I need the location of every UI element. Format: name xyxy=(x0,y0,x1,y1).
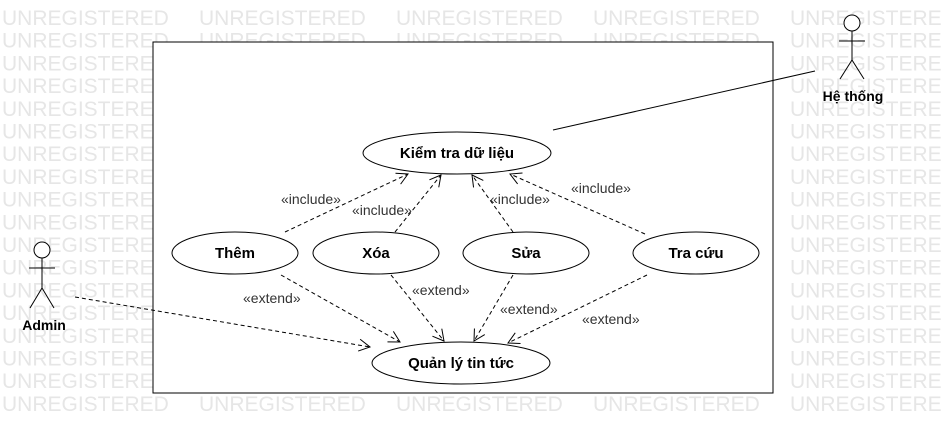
edge-include-search[interactable] xyxy=(509,172,646,235)
watermark-text: UNREGISTERED xyxy=(790,52,943,75)
watermark-text: UNREGISTERED xyxy=(2,52,169,75)
watermark-text: UNREGISTERED xyxy=(790,325,943,348)
watermark-text: UNREGISTERED xyxy=(2,370,169,393)
watermark-text: UNREGISTERED xyxy=(2,234,169,257)
watermark-text: UNREGISTERED xyxy=(2,393,169,416)
actor-label: Hệ thống xyxy=(823,88,884,104)
edge-extend-add[interactable] xyxy=(280,274,401,343)
watermark-text: UNREGISTERED xyxy=(593,7,760,30)
use-case-label: Thêm xyxy=(215,245,255,262)
watermark-text: UNREGISTERED xyxy=(396,7,563,30)
edge-extend-edit[interactable] xyxy=(473,274,514,342)
use-case-check[interactable]: Kiểm tra dữ liệu xyxy=(362,131,552,175)
edge-include-delete[interactable] xyxy=(394,174,442,233)
use-case-label: Kiểm tra dữ liệu xyxy=(400,145,514,162)
use-case-edit[interactable]: Sửa xyxy=(462,231,590,275)
stick-figure-icon xyxy=(29,241,55,309)
actor-label: Admin xyxy=(22,317,66,333)
edge-admin-manage[interactable] xyxy=(74,296,372,352)
extend-label-delete: «extend» xyxy=(412,282,470,298)
use-case-manage[interactable]: Quản lý tin tức xyxy=(371,341,551,385)
watermark-text: UNREGISTERED xyxy=(2,166,169,189)
edge-extend-delete[interactable] xyxy=(390,274,445,342)
watermark-text: UNREGISTERED xyxy=(2,189,169,212)
use-case-search[interactable]: Tra cứu xyxy=(632,231,760,275)
watermark-text: UNREGISTERED xyxy=(2,257,169,280)
watermark-text: UNREGISTERED xyxy=(790,166,943,189)
watermark-text: UNREGISTERED xyxy=(790,30,943,53)
use-case-add[interactable]: Thêm xyxy=(171,231,299,275)
edge-include-edit[interactable] xyxy=(471,174,514,233)
watermark-text: UNREGISTERED xyxy=(2,211,169,234)
watermark-text: UNREGISTERED xyxy=(790,143,943,166)
watermark-text: UNREGISTERED xyxy=(2,143,169,166)
watermark-text: UNREGISTERED xyxy=(2,302,169,325)
edge-system-check[interactable] xyxy=(552,70,816,131)
watermark-text: UNREGISTERED xyxy=(2,325,169,348)
system-boundary xyxy=(152,41,774,394)
watermark-text: UNREGISTERED xyxy=(790,75,943,98)
watermark-text: UNREGISTERED xyxy=(790,234,943,257)
watermark-text: UNREGISTERED xyxy=(790,211,943,234)
edge-include-add[interactable] xyxy=(284,172,409,233)
watermark-text: UNREGISTERED xyxy=(790,98,943,121)
watermark-text: UNREGISTERED xyxy=(790,302,943,325)
include-label-add: «include» xyxy=(281,191,341,207)
watermark-text: UNREGISTERED xyxy=(199,7,366,30)
watermark-text: UNREGISTERED xyxy=(2,121,169,144)
use-case-label: Sửa xyxy=(511,245,541,262)
watermark-text: UNREGISTERED xyxy=(790,189,943,212)
stick-figure-icon xyxy=(839,14,865,80)
actor-system[interactable]: Hệ thống xyxy=(823,14,884,104)
watermark-text: UNREGISTERED xyxy=(790,7,943,30)
watermark-text: UNREGISTERED xyxy=(790,348,943,371)
use-case-label: Tra cứu xyxy=(668,245,723,262)
include-label-delete: «include» xyxy=(352,202,412,218)
relations xyxy=(74,70,816,352)
include-label-edit: «include» xyxy=(490,191,550,207)
watermark-text: UNREGISTERED xyxy=(396,393,563,416)
watermark-text: UNREGISTERED xyxy=(2,279,169,302)
use-case-label: Quản lý tin tức xyxy=(408,355,514,372)
watermark-text: UNREGISTERED xyxy=(593,393,760,416)
watermark-text: UNREGISTERED xyxy=(2,7,169,30)
extend-label-edit: «extend» xyxy=(500,301,558,317)
relation-labels: «include» «include» «include» «include» … xyxy=(243,180,640,327)
watermark-text: UNREGISTERED xyxy=(2,30,169,53)
use-case-delete[interactable]: Xóa xyxy=(312,231,440,275)
watermark-text: UNREGISTERED xyxy=(2,98,169,121)
extend-label-search: «extend» xyxy=(582,311,640,327)
include-label-search: «include» xyxy=(571,180,631,196)
actor-admin[interactable]: Admin xyxy=(22,241,66,333)
watermark-text: UNREGISTERED xyxy=(790,121,943,144)
watermark-text: UNREGISTERED xyxy=(790,393,943,416)
watermark-text: UNREGISTERED xyxy=(2,75,169,98)
watermark-text: UNREGISTERED xyxy=(790,370,943,393)
watermark-text: UNREGISTERED xyxy=(790,257,943,280)
use-case-label: Xóa xyxy=(362,245,390,262)
watermark-text: UNREGISTERED xyxy=(199,393,366,416)
watermark-text: UNREGISTERED xyxy=(2,348,169,371)
extend-label-add: «extend» xyxy=(243,290,301,306)
edge-extend-search[interactable] xyxy=(507,274,648,345)
watermark-text: UNREGISTERED xyxy=(790,279,943,302)
